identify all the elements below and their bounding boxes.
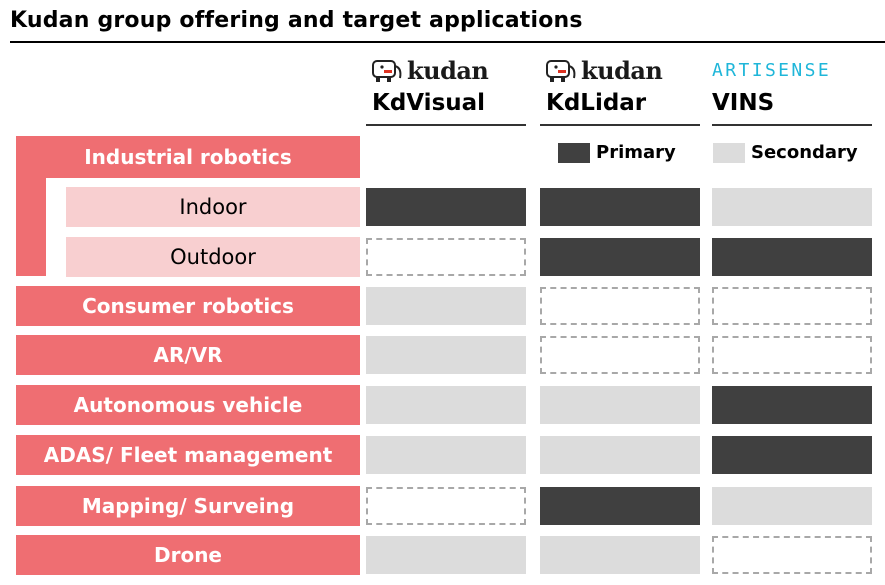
- cell-kdlidar-none: [540, 287, 700, 325]
- cell-kdvisual-secondary: [366, 436, 526, 474]
- kudan-wordmark: kudan: [581, 56, 663, 85]
- cell-kdlidar-none: [540, 336, 700, 374]
- category-label: Consumer robotics: [16, 286, 360, 326]
- legend-secondary: Secondary: [713, 142, 858, 163]
- cell-vins-primary: [712, 386, 872, 424]
- cell-kdlidar-primary: [540, 238, 700, 276]
- cell-vins-none: [712, 287, 872, 325]
- cell-kdlidar-primary: [540, 487, 700, 525]
- title-divider: [10, 41, 885, 43]
- column-header-kdlidar: kudan KdLidar: [540, 52, 700, 126]
- cell-vins-secondary: [712, 487, 872, 525]
- column-name: VINS: [712, 90, 775, 116]
- cell-kdvisual-primary: [366, 188, 526, 226]
- category-label: AR/VR: [16, 335, 360, 375]
- kudan-wordmark: kudan: [407, 56, 489, 85]
- cell-kdlidar-primary: [540, 188, 700, 226]
- category-label: Autonomous vehicle: [16, 385, 360, 425]
- group-header-bar: [16, 136, 360, 178]
- cell-kdvisual-secondary: [366, 287, 526, 325]
- category-label: Drone: [16, 535, 360, 575]
- group-bracket: [16, 178, 46, 276]
- group-label: Industrial robotics: [84, 145, 292, 169]
- column-name: KdLidar: [546, 90, 647, 116]
- cell-kdvisual-secondary: [366, 536, 526, 574]
- cell-vins-primary: [712, 238, 872, 276]
- legend-label: Primary: [596, 142, 676, 163]
- cell-kdlidar-secondary: [540, 536, 700, 574]
- cell-vins-none: [712, 336, 872, 374]
- cell-vins-none: [712, 536, 872, 574]
- sub-category-label: Outdoor: [66, 237, 360, 277]
- kudan-logo: kudan: [370, 56, 489, 85]
- cell-vins-secondary: [712, 188, 872, 226]
- elephant-icon: [372, 60, 402, 82]
- legend-primary: Primary: [558, 142, 676, 163]
- legend-swatch-primary: [558, 142, 590, 163]
- column-header-vins: ARTISENSE VINS: [712, 52, 872, 126]
- cell-kdvisual-secondary: [366, 336, 526, 374]
- category-label: ADAS/ Fleet management: [16, 435, 360, 475]
- artisense-logo: ARTISENSE: [712, 60, 832, 81]
- column-underline: [712, 124, 872, 126]
- elephant-icon: [546, 60, 576, 82]
- column-name: KdVisual: [372, 90, 486, 116]
- legend-swatch-secondary: [713, 142, 745, 163]
- page-title: Kudan group offering and target applicat…: [10, 8, 583, 33]
- cell-vins-primary: [712, 436, 872, 474]
- column-header-kdvisual: kudan KdVisual: [366, 52, 526, 126]
- column-underline: [366, 124, 526, 126]
- cell-kdlidar-secondary: [540, 436, 700, 474]
- cell-kdlidar-secondary: [540, 386, 700, 424]
- kudan-logo: kudan: [544, 56, 663, 85]
- cell-kdvisual-secondary: [366, 386, 526, 424]
- column-underline: [540, 124, 700, 126]
- sub-category-label: Indoor: [66, 187, 360, 227]
- cell-kdvisual-none: [366, 487, 526, 525]
- legend-label: Secondary: [751, 142, 858, 163]
- cell-kdvisual-none: [366, 238, 526, 276]
- category-label: Mapping/ Surveing: [16, 486, 360, 526]
